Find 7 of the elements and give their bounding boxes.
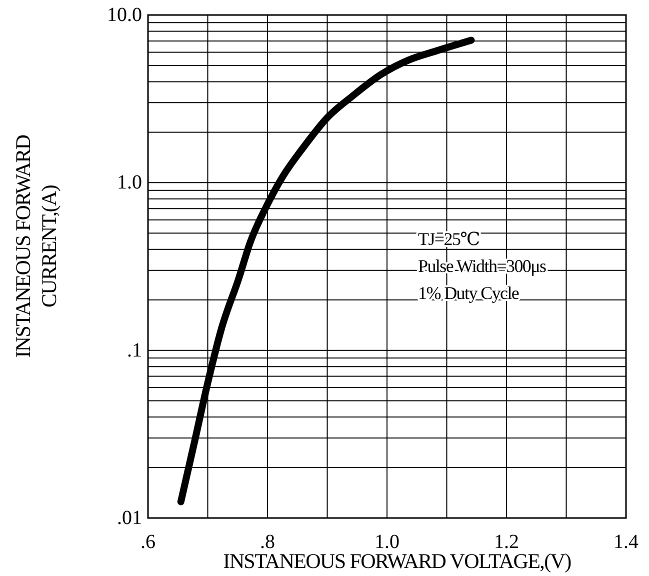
y-tick-label: .01	[117, 507, 142, 529]
x-tick-label: .6	[140, 531, 156, 553]
y-tick-label: 10.0	[107, 4, 142, 26]
y-axis-title: INSTANEOUS FORWARD CURRENT,(A)	[11, 134, 61, 358]
y-tick-label: 1.0	[117, 172, 142, 194]
x-tick-label: 1.4	[614, 531, 638, 553]
y-tick-label: .1	[127, 339, 142, 362]
